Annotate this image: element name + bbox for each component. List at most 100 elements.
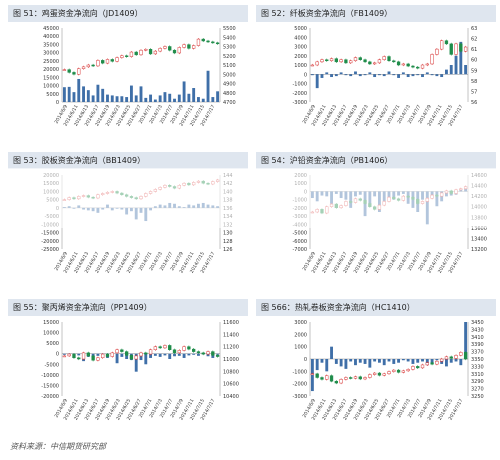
candle-body (124, 55, 129, 57)
candle-body (334, 58, 338, 63)
chart-title: 图 51：鸡蛋资金净流向（JD1409） (8, 5, 248, 22)
right-tick-label: 126 (223, 247, 233, 253)
candle-body (168, 345, 172, 350)
candle-body (454, 355, 458, 359)
candle-body (139, 49, 143, 56)
candle-body (206, 351, 210, 355)
candle-body (459, 43, 463, 52)
flow-bar (182, 353, 186, 358)
left-tick-label: 25000 (43, 59, 59, 65)
candle-body (182, 346, 186, 351)
flow-bar (173, 98, 176, 102)
candle-body (454, 43, 458, 55)
candle-body (387, 371, 391, 375)
flow-bar (363, 74, 367, 76)
candle-body (377, 59, 382, 64)
left-tick-label: 5000 (46, 92, 59, 98)
candle-body (86, 352, 90, 357)
flow-bar (421, 74, 424, 78)
left-tick-label: -15000 (41, 383, 59, 389)
candle-body (91, 355, 95, 361)
candle-body (349, 60, 353, 64)
flow-bar (315, 359, 319, 371)
candle-body (129, 355, 134, 360)
left-tick-label: -25000 (41, 247, 59, 253)
left-tick-label: -2000 (292, 382, 307, 388)
flow-bar (115, 96, 119, 102)
candle-body (96, 357, 100, 361)
right-tick-label: 3370 (471, 350, 484, 356)
flow-bar (197, 97, 200, 102)
candle-body (187, 44, 191, 49)
left-tick-label: 30000 (43, 51, 59, 57)
flow-bar (392, 74, 396, 76)
candle-body (382, 373, 386, 376)
candle-body (310, 373, 315, 376)
candle-body (211, 41, 215, 44)
candle-body (334, 380, 338, 384)
right-tick-label: 3310 (471, 372, 484, 378)
candle-body (110, 352, 114, 357)
flow-bar (435, 359, 439, 361)
right-tick-label: 13600 (471, 226, 487, 232)
candle-body (353, 57, 358, 62)
left-tick-label: 1000 (294, 63, 307, 69)
candle-body (177, 47, 181, 54)
candle-body (172, 49, 177, 54)
flow-bar (377, 74, 381, 76)
flow-bar (387, 359, 391, 362)
flow-bar (110, 95, 114, 102)
candle-body (396, 369, 401, 373)
flow-bar (382, 359, 386, 366)
candle-body (315, 373, 319, 378)
candle-body (215, 355, 220, 357)
candle-body (148, 49, 153, 55)
candle-body (358, 57, 362, 60)
flow-bar (411, 74, 415, 77)
candle-body (182, 44, 186, 48)
flow-bar (349, 74, 353, 77)
right-tick-label: 3270 (471, 387, 484, 393)
flow-bar (435, 74, 439, 77)
candle-body (449, 43, 453, 55)
figure-number: 图 54： (261, 156, 290, 165)
flow-bar (430, 359, 434, 363)
flow-bar (334, 74, 338, 77)
flow-bar (344, 359, 348, 369)
flow-bar (330, 346, 333, 359)
right-tick-label: 61 (471, 47, 477, 53)
candle-body (363, 377, 367, 380)
flow-bar (91, 95, 95, 102)
chart-title: 图 54：沪铅资金净流向（PB1406） (256, 152, 496, 169)
right-tick-label: 62 (471, 37, 477, 43)
candle-body (435, 48, 439, 55)
flow-bar (368, 359, 372, 368)
candle-body (115, 349, 119, 354)
flow-bar (168, 353, 172, 359)
chart-name: 聚丙烯资金净流向（PP1409） (41, 303, 152, 312)
flow-bar (330, 74, 333, 78)
left-tick-label: 20000 (43, 67, 59, 73)
chart-svg: -20000 -15000 -10000 -5000 0 5000 10000 15000 10… (41, 320, 239, 421)
flow-bar (406, 359, 410, 362)
candle-body (435, 360, 439, 365)
right-tick-label: 5100 (223, 63, 236, 69)
candle-body (158, 346, 162, 349)
flow-bar (387, 71, 391, 75)
flow-bar (158, 353, 162, 357)
right-tick-label: 13400 (471, 236, 487, 242)
left-tick-label: 40000 (43, 34, 59, 40)
candle-body (201, 38, 205, 42)
left-tick-label: -1000 (292, 369, 307, 375)
candle-body (91, 64, 95, 67)
flow-bar (464, 65, 468, 75)
candle-body (420, 64, 425, 69)
right-tick-label: 5400 (223, 35, 236, 41)
candle-body (77, 357, 81, 360)
left-tick-label: 0 (304, 72, 307, 78)
flow-bar (459, 359, 463, 366)
right-tick-label: 5300 (223, 45, 236, 51)
left-tick-label: 15000 (43, 75, 59, 81)
candle-body (67, 69, 71, 73)
candle-body (201, 352, 205, 355)
